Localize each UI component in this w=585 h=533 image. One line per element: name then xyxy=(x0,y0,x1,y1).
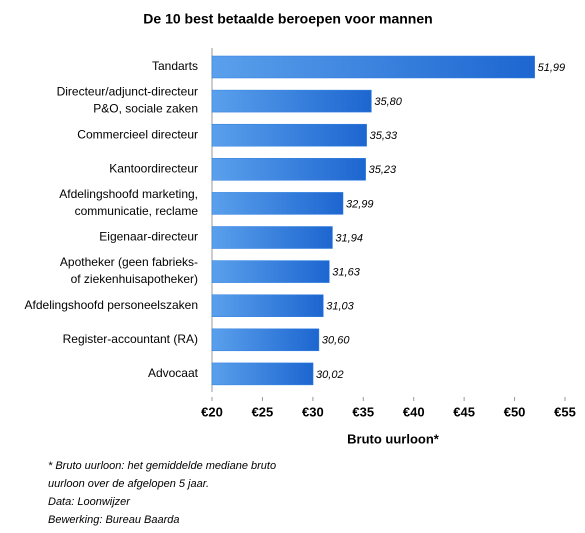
value-label: 31,63 xyxy=(332,267,360,279)
bar xyxy=(211,294,324,317)
x-tick-label: €35 xyxy=(352,404,374,419)
x-tick-label: €40 xyxy=(403,404,425,419)
value-label: 35,80 xyxy=(374,96,402,108)
x-tick-label: €20 xyxy=(201,404,223,419)
y-tick-label: Kantoordirecteur xyxy=(109,161,198,175)
footnote: Bewerking: Bureau Baarda xyxy=(48,514,179,526)
y-tick-label: Commercieel directeur xyxy=(77,127,198,141)
bar xyxy=(211,123,367,147)
x-tick-label: €30 xyxy=(302,404,324,419)
y-tick-label: Eigenaar-directeur xyxy=(99,230,198,244)
footnote: * Bruto uurloon: het gemiddelde mediane … xyxy=(48,460,276,472)
value-label: 31,03 xyxy=(326,301,354,313)
y-tick-label: Apotheker (geen fabrieks-of ziekenhuisap… xyxy=(60,255,198,286)
bar xyxy=(211,158,366,181)
bar xyxy=(211,328,320,352)
footnote: uurloon over de afgelopen 5 jaar. xyxy=(48,478,209,490)
x-tick-label: €50 xyxy=(504,404,526,419)
y-tick-label: Tandarts xyxy=(152,59,198,73)
x-tick-label: €45 xyxy=(453,404,475,419)
bar xyxy=(211,192,344,215)
footnote: Data: Loonwijzer xyxy=(48,496,131,508)
value-label: 32,99 xyxy=(346,198,374,210)
value-label: 30,02 xyxy=(316,369,344,381)
bar xyxy=(211,89,372,113)
bar xyxy=(211,226,333,249)
value-label: 31,94 xyxy=(335,232,363,244)
y-tick-label: Register-accountant (RA) xyxy=(63,332,198,346)
value-label: 51,99 xyxy=(538,62,566,74)
value-label: 35,33 xyxy=(370,130,398,142)
chart-title: De 10 best betaalde beroepen voor mannen xyxy=(143,11,432,27)
value-label: 30,60 xyxy=(322,335,350,347)
y-tick-label: Afdelingshoofd marketing, communicatie, r… xyxy=(59,187,198,218)
bar xyxy=(211,260,330,283)
y-tick-label: Afdelingshoofd personeelszaken xyxy=(25,298,198,312)
x-axis-title: Bruto uurloon* xyxy=(347,431,440,446)
bar xyxy=(211,362,314,386)
bar xyxy=(211,55,535,79)
x-tick-label: €25 xyxy=(252,404,274,419)
y-tick-label: Directeur/adjunct-directeur P&O, sociale … xyxy=(57,85,198,116)
x-tick-label: €55 xyxy=(554,404,576,419)
y-tick-label: Advocaat xyxy=(148,366,199,380)
value-label: 35,23 xyxy=(369,164,397,176)
